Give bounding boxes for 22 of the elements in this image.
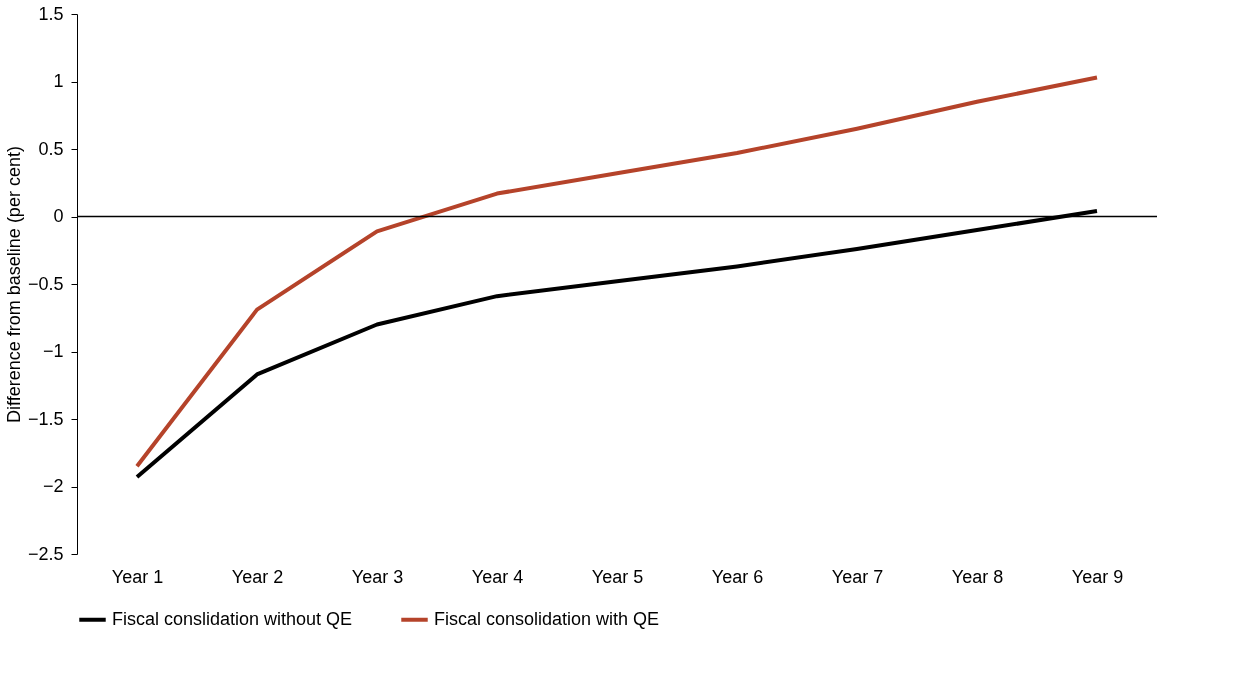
x-tick-label: Year 1 xyxy=(111,566,164,587)
x-tick-label: Year 7 xyxy=(831,566,884,587)
y-tick-label: −0.5 xyxy=(27,273,64,294)
y-tick-label: 1.5 xyxy=(38,3,64,24)
legend-label: Fiscal conslidation without QE xyxy=(112,608,353,629)
x-tick-label: Year 6 xyxy=(711,566,764,587)
y-tick-label: −1 xyxy=(42,341,64,361)
y-tick-label: −2 xyxy=(42,476,64,496)
x-tick-label: Year 8 xyxy=(951,566,1004,587)
y-tick-label: −1.5 xyxy=(27,408,64,429)
legend-label: Fiscal consolidation with QE xyxy=(434,608,660,629)
x-tick-label: Year 5 xyxy=(591,566,644,587)
x-tick-label: Year 2 xyxy=(231,566,284,587)
x-tick-label: Year 9 xyxy=(1071,566,1124,587)
y-tick-label: 0.5 xyxy=(38,138,64,159)
x-tick-label: Year 3 xyxy=(351,566,404,587)
y-tick-label: 1 xyxy=(53,71,64,91)
line-series xyxy=(135,75,1099,469)
y-tick-label: −2.5 xyxy=(27,543,64,564)
x-tick-label: Year 4 xyxy=(471,566,524,587)
y-axis-title: Difference from baseline (per cent) xyxy=(3,146,24,423)
y-tick-label: 0 xyxy=(53,206,64,226)
